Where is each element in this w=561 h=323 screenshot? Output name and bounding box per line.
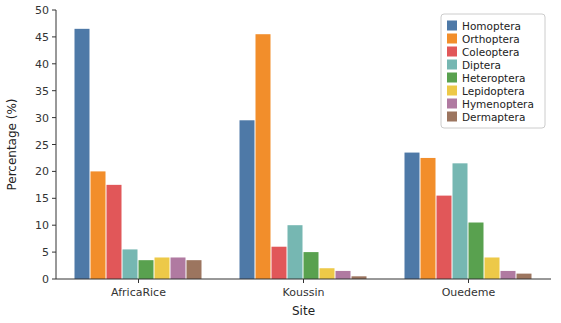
legend-swatch — [447, 21, 457, 31]
legend-swatch — [447, 34, 457, 44]
y-tick — [52, 90, 56, 91]
bar — [187, 260, 202, 279]
x-tick — [303, 279, 304, 283]
bar — [304, 252, 319, 279]
legend-box — [441, 14, 545, 128]
legend-label: Heteroptera — [462, 72, 525, 84]
bar — [421, 158, 436, 279]
bar — [485, 257, 500, 279]
y-tick — [52, 10, 56, 11]
x-tick-label: Ouedeme — [442, 286, 496, 299]
y-tick — [52, 144, 56, 145]
x-axis-title: Site — [292, 304, 315, 318]
legend-swatch — [447, 47, 457, 57]
y-tick-label: 50 — [35, 4, 49, 17]
x-tick — [138, 279, 139, 283]
y-tick-label: 40 — [35, 58, 49, 71]
bar — [107, 185, 122, 279]
legend-swatch — [447, 112, 457, 122]
bar — [501, 271, 516, 279]
legend-label: Homoptera — [462, 20, 521, 32]
y-tick — [52, 63, 56, 64]
bar — [240, 120, 255, 279]
y-tick — [52, 36, 56, 37]
bar — [75, 29, 90, 279]
x-tick — [468, 279, 469, 283]
y-tick-label: 0 — [42, 273, 49, 286]
bar — [405, 153, 420, 279]
y-tick — [52, 171, 56, 172]
y-tick — [52, 198, 56, 199]
y-tick — [52, 252, 56, 253]
y-axis-title: Percentage (%) — [5, 98, 19, 190]
y-tick-label: 25 — [35, 139, 49, 152]
bar — [171, 257, 186, 279]
legend-swatch — [447, 99, 457, 109]
legend-label: Diptera — [462, 59, 501, 71]
legend-label: Lepidoptera — [462, 85, 525, 97]
y-tick — [52, 279, 56, 280]
bar — [288, 225, 303, 279]
legend-label: Dermaptera — [462, 111, 525, 123]
bar — [517, 274, 532, 279]
bar — [123, 249, 138, 279]
bar — [453, 163, 468, 279]
y-tick-label: 10 — [35, 219, 49, 232]
y-tick — [52, 117, 56, 118]
bar — [256, 34, 271, 279]
bar — [91, 171, 106, 279]
bars — [75, 29, 532, 279]
x-tick-label: Koussin — [283, 286, 325, 299]
legend-label: Hymenoptera — [462, 98, 534, 110]
legend: HomopteraOrthopteraColeopteraDipteraHete… — [441, 14, 545, 128]
legend-label: Coleoptera — [462, 46, 520, 58]
y-tick-label: 20 — [35, 165, 49, 178]
legend-label: Orthoptera — [462, 33, 520, 45]
bar — [437, 196, 452, 279]
y-tick-label: 45 — [35, 31, 49, 44]
bar — [320, 268, 335, 279]
y-tick-label: 5 — [42, 246, 49, 259]
chart: 0 5 10 15 20 25 30 35 40 45 50 AfricaRice Koussin Oue… — [0, 0, 561, 323]
y-tick — [52, 225, 56, 226]
bar — [155, 257, 170, 279]
y-tick-label: 30 — [35, 112, 49, 125]
x-tick-label: AfricaRice — [111, 286, 166, 299]
bar — [336, 271, 351, 279]
legend-swatch — [447, 73, 457, 83]
legend-swatch — [447, 86, 457, 96]
bar — [139, 260, 154, 279]
y-tick-label: 15 — [35, 192, 49, 205]
bar — [272, 247, 287, 279]
legend-swatch — [447, 60, 457, 70]
bar — [469, 223, 484, 279]
y-tick-label: 35 — [35, 85, 49, 98]
